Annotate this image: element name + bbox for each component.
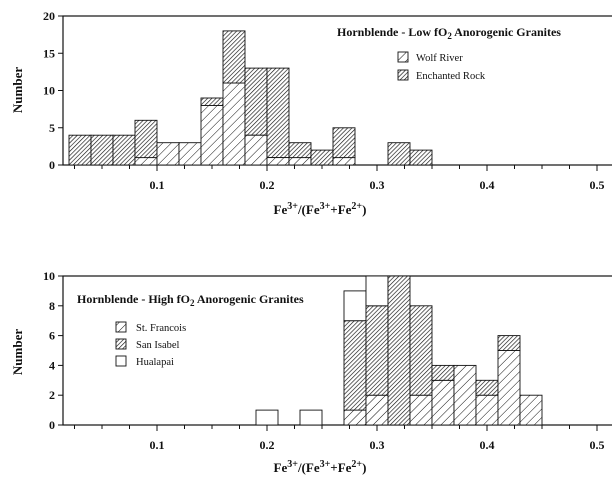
y-tick-label: 15 [43, 46, 55, 60]
legend-swatch [397, 51, 409, 63]
legend-label: Wolf River [416, 53, 463, 64]
legend: St. Francois San Isabel Hualapai [115, 321, 186, 368]
y-tick-label: 10 [43, 269, 55, 283]
y-tick-label: 20 [43, 9, 55, 23]
bar-hualapai-2 [343, 290, 367, 322]
y-axis-label: Number [10, 329, 25, 375]
legend-item-wolf-river: Wolf River [397, 51, 463, 64]
plot-frame [62, 275, 612, 426]
y-axis-label: Number [10, 67, 25, 113]
y-tick-label: 4 [49, 358, 55, 372]
bar-enchanted-rock-11 [310, 149, 334, 166]
legend-swatch [115, 355, 127, 367]
x-tick-label: 0.5 [590, 438, 605, 452]
y-axis-ticks: 0 2 4 6 8 10 [43, 269, 63, 432]
x-tick-label: 0.3 [370, 178, 385, 192]
bar-enchanted-rock-2 [112, 134, 136, 166]
y-tick-label: 2 [49, 388, 55, 402]
bar-san-isabel-5 [409, 305, 433, 396]
bar-group [68, 30, 433, 166]
legend-label: San Isabel [136, 340, 180, 351]
bar-st-francois-7 [453, 364, 477, 426]
legend-item-st-francois: St. Francois [115, 321, 186, 334]
bar-st-francois-3 [365, 394, 389, 426]
y-tick-label: 8 [49, 299, 55, 313]
y-tick-label: 0 [49, 418, 55, 432]
bar-st-francois-8 [475, 394, 499, 426]
y-tick-label: 0 [49, 158, 55, 172]
chart-title: Hornblende - High fO2 Anorogenic Granite… [77, 292, 304, 308]
bar-san-isabel-2 [343, 320, 367, 411]
legend-label: Hualapai [136, 357, 174, 368]
bar-st-francois-10 [519, 394, 543, 426]
bar-wolf-river-3 [134, 157, 158, 166]
high-fo2-histogram: 0.1 0.2 0.3 0.4 0.5 0 2 4 6 8 10 Number Fe3+/(Fe3… [10, 269, 612, 475]
x-tick-label: 0.1 [150, 178, 165, 192]
x-axis-ticks: 0.1 0.2 0.3 0.4 0.5 [74, 425, 605, 452]
bar-san-isabel-6 [431, 364, 455, 381]
y-tick-label: 10 [43, 84, 55, 98]
bar-enchanted-rock-10 [288, 142, 312, 159]
bar-san-isabel-3 [365, 305, 389, 396]
legend: Wolf River Enchanted Rock [397, 51, 486, 82]
bar-san-isabel-8 [475, 379, 499, 396]
bar-st-francois-5 [409, 394, 433, 426]
bar-enchanted-rock-8 [244, 67, 268, 136]
legend-item-hualapai: Hualapai [115, 355, 174, 368]
x-tick-label: 0.1 [150, 438, 165, 452]
bar-san-isabel-4 [387, 275, 411, 426]
bar-san-isabel-9 [497, 335, 521, 351]
bar-enchanted-rock-7 [222, 30, 246, 84]
chart-title: Hornblende - Low fO2 Anorogenic Granites [337, 25, 561, 41]
legend-label: St. Francois [136, 323, 186, 334]
bar-enchanted-rock-0 [68, 134, 92, 166]
legend-item-san-isabel: San Isabel [115, 338, 180, 351]
bar-wolf-river-8 [244, 134, 268, 166]
bar-hualapai-3 [365, 275, 389, 307]
bar-st-francois-6 [431, 379, 455, 426]
bar-wolf-river-7 [222, 82, 246, 166]
bar-enchanted-rock-15 [409, 149, 433, 166]
bar-wolf-river-5 [178, 142, 202, 166]
bar-wolf-river-10 [288, 157, 312, 166]
legend-swatch [115, 321, 127, 333]
bar-wolf-river-12 [332, 157, 356, 166]
bar-enchanted-rock-9 [266, 67, 290, 158]
bar-wolf-river-6 [200, 104, 224, 166]
y-axis-ticks: 0 5 10 15 20 [43, 9, 63, 172]
bar-wolf-river-4 [156, 142, 180, 166]
y-tick-label: 6 [49, 329, 55, 343]
legend-swatch [397, 69, 409, 81]
x-axis-ticks: 0.1 0.2 0.3 0.4 0.5 [74, 165, 605, 192]
legend-label: Enchanted Rock [416, 71, 486, 82]
bar-hualapai-1 [299, 409, 323, 426]
low-fo2-histogram: 0.1 0.2 0.3 0.4 0.5 0 5 10 15 20 Number Fe3+/(Fe… [10, 9, 612, 217]
bar-enchanted-rock-14 [387, 142, 411, 166]
x-axis-label: Fe3+/(Fe3++Fe2+) [274, 201, 367, 217]
bar-wolf-river-9 [266, 157, 290, 166]
legend-item-enchanted-rock: Enchanted Rock [397, 69, 486, 82]
x-tick-label: 0.2 [260, 438, 275, 452]
x-tick-label: 0.5 [590, 178, 605, 192]
bar-group [255, 275, 543, 426]
bar-enchanted-rock-6 [200, 97, 224, 106]
bar-enchanted-rock-12 [332, 127, 356, 159]
x-tick-label: 0.2 [260, 178, 275, 192]
x-axis-label: Fe3+/(Fe3++Fe2+) [274, 459, 367, 475]
bar-enchanted-rock-1 [90, 134, 114, 166]
x-tick-label: 0.3 [370, 438, 385, 452]
bar-st-francois-2 [343, 409, 367, 426]
legend-swatch [115, 338, 127, 350]
bar-hualapai-0 [255, 409, 279, 426]
bar-enchanted-rock-3 [134, 119, 158, 159]
y-tick-label: 5 [49, 121, 55, 135]
x-tick-label: 0.4 [480, 178, 495, 192]
x-tick-label: 0.4 [480, 438, 495, 452]
bar-st-francois-9 [497, 350, 521, 426]
